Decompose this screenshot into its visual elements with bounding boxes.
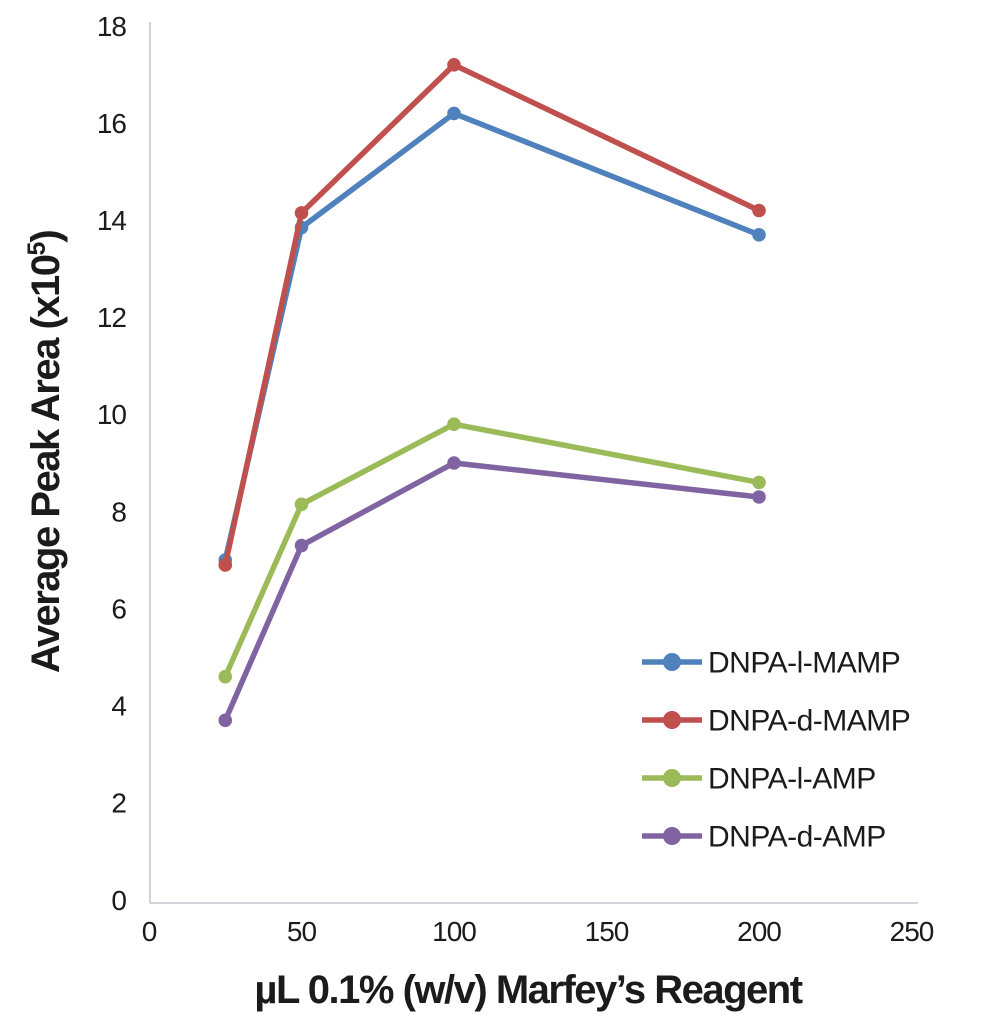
y-tick-label: 6 xyxy=(111,593,126,624)
legend-marker xyxy=(663,827,681,845)
data-point-marker xyxy=(447,456,461,470)
legend-label: DNPA-d-AMP xyxy=(708,821,886,854)
x-tick-label: 150 xyxy=(585,916,629,947)
y-tick-label: 8 xyxy=(111,496,126,527)
legend-label: DNPA-l-MAMP xyxy=(708,647,900,680)
data-point-marker xyxy=(447,58,461,72)
y-tick-label: 4 xyxy=(111,691,126,722)
legend: DNPA-l-MAMP DNPA-d-MAMP DNPA-l-AMP DNPA-d-A… xyxy=(642,647,911,854)
series-path xyxy=(222,460,762,724)
x-tick-label: 50 xyxy=(287,916,317,947)
data-point-marker xyxy=(218,558,233,572)
y-tick-label: 0 xyxy=(111,885,126,916)
y-tick-label: 16 xyxy=(97,108,127,139)
data-point-marker xyxy=(218,713,233,728)
x-tick-label: 0 xyxy=(142,916,157,947)
data-point-marker xyxy=(752,475,766,490)
x-tick-label: 200 xyxy=(737,916,781,947)
x-tick-label: 250 xyxy=(890,916,934,947)
data-point-marker xyxy=(752,227,766,242)
data-point-marker xyxy=(294,206,309,220)
data-point-marker xyxy=(294,538,309,553)
legend-label: DNPA-d-MAMP xyxy=(708,705,910,738)
data-point-marker xyxy=(447,417,461,431)
x-axis-title: µL 0.1% (w/v) Marfey’s Reagent xyxy=(254,968,803,1012)
data-point-marker xyxy=(294,497,309,512)
legend-marker xyxy=(663,711,681,729)
y-axis-title-superscript: 5 xyxy=(23,242,51,256)
legend-marker xyxy=(663,769,681,787)
y-tick-label: 18 xyxy=(97,11,127,42)
y-tick-label: 2 xyxy=(111,788,126,819)
y-tick-label: 14 xyxy=(97,205,127,236)
y-tick-label: 12 xyxy=(97,302,127,333)
data-point-marker xyxy=(218,669,233,684)
y-axis-title-suffix: ) xyxy=(24,230,69,243)
series-dnpa-d-mamp xyxy=(218,58,766,572)
series-path xyxy=(222,62,762,568)
series-dnpa-d-amp xyxy=(218,456,766,728)
data-point-marker xyxy=(752,490,766,504)
x-tick-label: 100 xyxy=(432,916,476,947)
series-path xyxy=(222,110,762,563)
data-point-marker xyxy=(447,106,461,121)
series-path xyxy=(222,421,762,680)
data-point-marker xyxy=(752,203,766,218)
y-axis-title-text: Average Peak Area (x10 xyxy=(24,255,69,674)
legend-label: DNPA-l-AMP xyxy=(708,763,876,796)
legend-marker xyxy=(663,653,681,671)
y-tick-label: 10 xyxy=(97,399,127,430)
y-axis-title: Average Peak Area (x105) xyxy=(23,230,69,674)
series-dnpa-l-amp xyxy=(218,417,766,684)
